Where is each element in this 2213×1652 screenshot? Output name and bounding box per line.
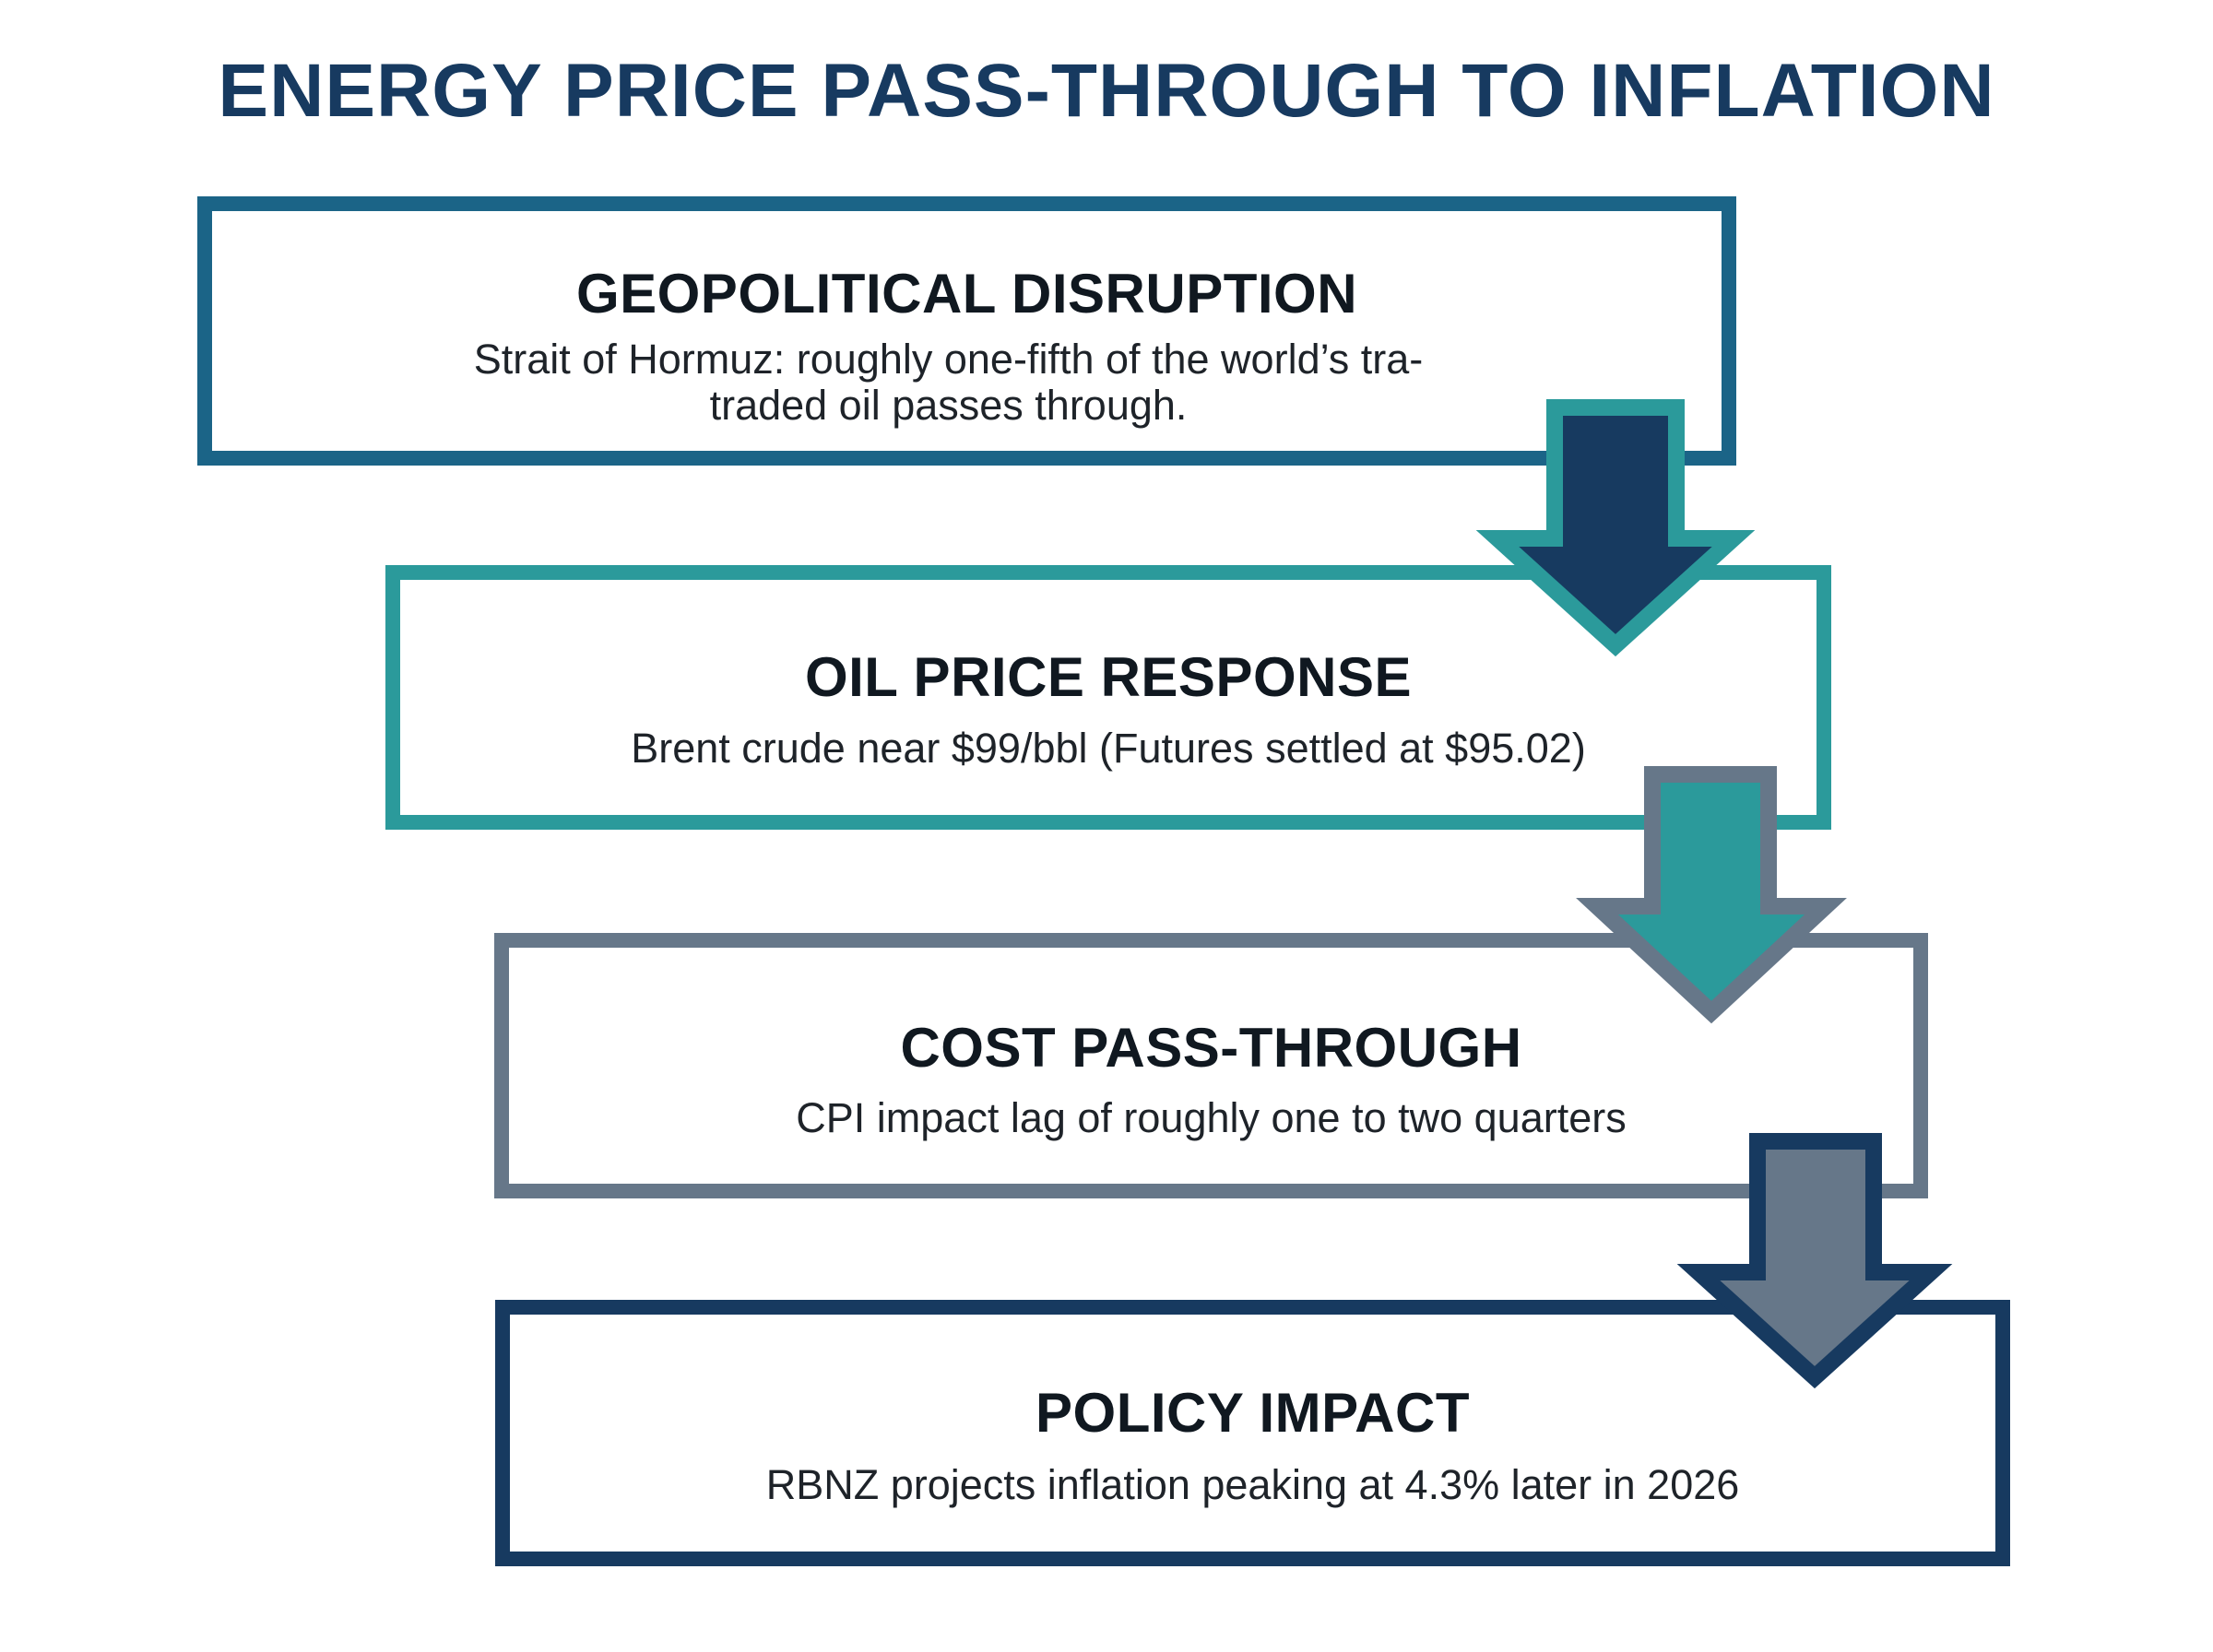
step-oil-price-response: OIL PRICE RESPONSE Brent crude near $99/…	[385, 565, 1831, 830]
step-policy-impact: POLICY IMPACT RBNZ projects inflation pe…	[495, 1300, 2010, 1566]
step-description: Strait of Hormuz: roughly one-fifth of t…	[473, 336, 1424, 429]
step-description: RBNZ projects inflation peaking at 4.3% …	[765, 1461, 1740, 1508]
step-title: OIL PRICE RESPONSE	[804, 646, 1413, 708]
step-geopolitical-disruption: GEOPOLITICAL DISRUPTION Strait of Hormuz…	[197, 196, 1736, 466]
step-title: COST PASS-THROUGH	[900, 1017, 1522, 1079]
step-title: POLICY IMPACT	[1035, 1382, 1470, 1444]
step-description: CPI impact lag of roughly one to two qua…	[796, 1094, 1627, 1141]
step-title: GEOPOLITICAL DISRUPTION	[575, 263, 1358, 324]
step-description: Brent crude near $99/bbl (Futures settle…	[631, 725, 1586, 772]
step-cost-pass-through: COST PASS-THROUGH CPI impact lag of roug…	[494, 933, 1928, 1198]
diagram-title: ENERGY PRICE PASS-THROUGH TO INFLATION	[218, 49, 1995, 133]
